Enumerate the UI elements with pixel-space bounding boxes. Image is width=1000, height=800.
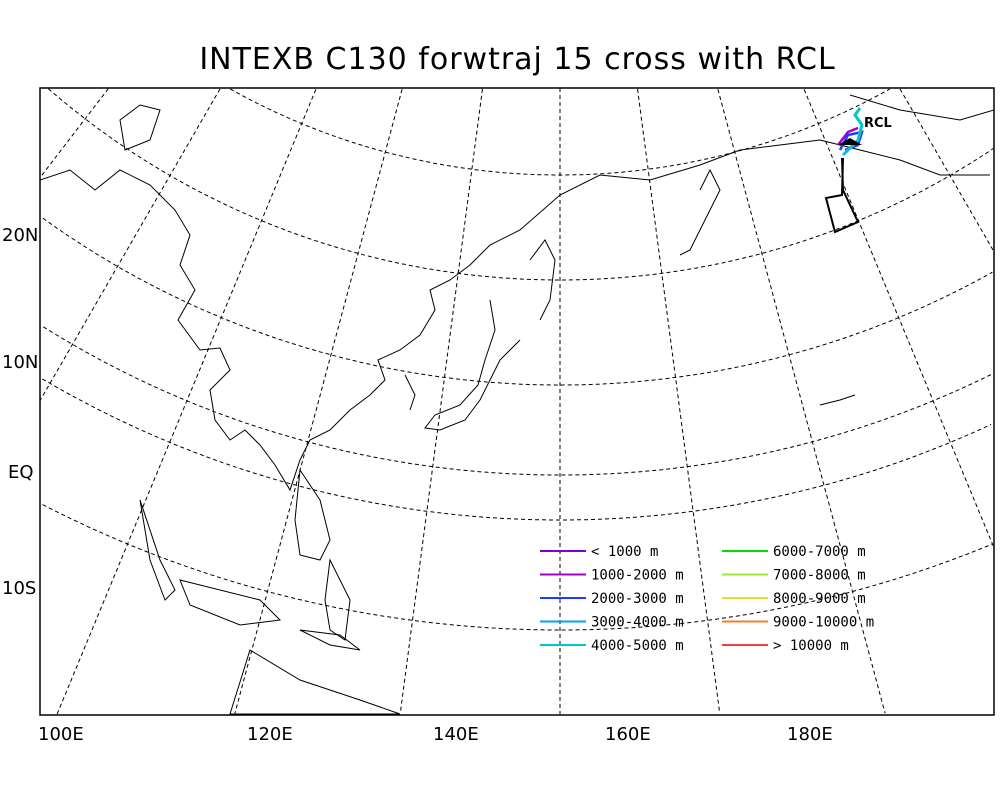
- lat-label: 10N: [2, 352, 39, 373]
- longitude-line: [56, 89, 317, 715]
- lon-label: 140E: [433, 724, 479, 745]
- station-label: RCL: [864, 116, 892, 131]
- map-frame: [39, 87, 995, 716]
- latitude-line: [42, 217, 993, 386]
- graticule: [40, 88, 994, 715]
- trajectory-blue: [838, 130, 864, 152]
- longitude-line: [717, 89, 886, 714]
- coastlines: [40, 94, 994, 715]
- longitude-line: [399, 88, 483, 714]
- map-title: INTEXB C130 forwtraj 15 cross with RCL: [199, 42, 836, 77]
- legend: < 1000 m 1000-2000 m 2000-3000 m 3000-4000 …: [540, 544, 874, 654]
- legend-label: 1000-2000 m: [591, 568, 684, 584]
- longitude-line: [40, 88, 109, 178]
- legend-label: 2000-3000 m: [591, 591, 684, 607]
- legend-label: > 10000 m: [773, 638, 849, 654]
- latitude-line: [47, 88, 994, 281]
- lon-label: 180E: [787, 724, 833, 745]
- trajectory-purple: [837, 126, 859, 146]
- legend-label: 6000-7000 m: [773, 544, 866, 560]
- lon-label: 120E: [247, 724, 293, 745]
- legend-label: < 1000 m: [591, 544, 658, 560]
- longitude-line: [803, 89, 994, 548]
- legend-label: 4000-5000 m: [591, 638, 684, 654]
- longitude-line: [899, 88, 994, 252]
- station-marker-icon: [838, 138, 862, 145]
- lat-label: 10S: [2, 578, 37, 599]
- longitude-line: [637, 88, 721, 714]
- longitude-line: [40, 88, 221, 401]
- legend-label: 3000-4000 m: [591, 615, 684, 631]
- latitude-line: [42, 504, 993, 631]
- legend-label: 8000-9000 m: [773, 591, 866, 607]
- trajectories: [824, 107, 864, 234]
- latitude-line: [43, 326, 992, 476]
- legend-label: 7000-8000 m: [773, 568, 866, 584]
- trajectory-black: [824, 157, 860, 234]
- lat-label: 20N: [2, 225, 39, 246]
- lon-label: 100E: [38, 724, 84, 745]
- latitude-line: [42, 378, 992, 521]
- lat-label: EQ: [8, 462, 34, 483]
- lon-label: 160E: [605, 724, 651, 745]
- legend-label: 9000-10000 m: [773, 615, 874, 631]
- longitude-line: [234, 89, 403, 714]
